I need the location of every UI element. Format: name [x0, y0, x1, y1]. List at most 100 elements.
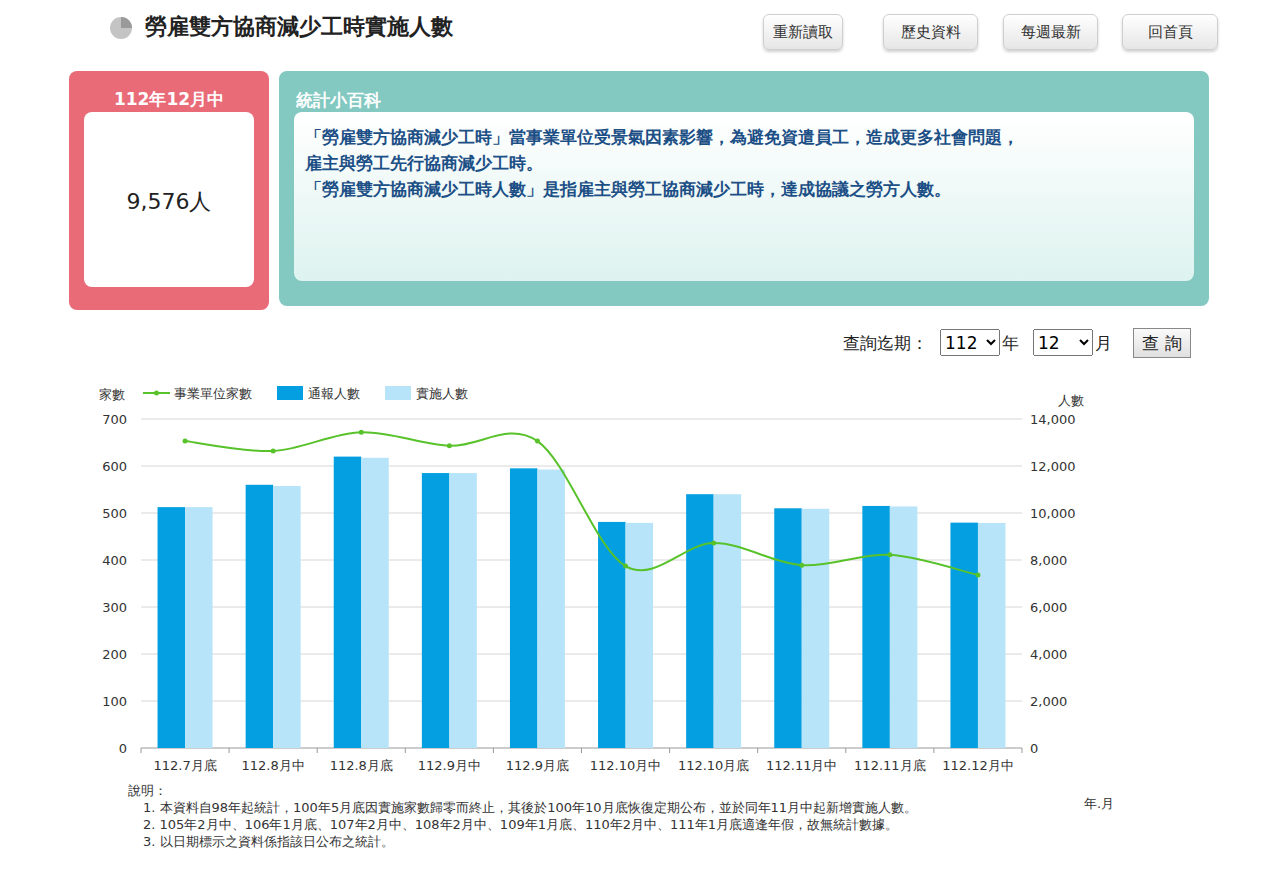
bar: [422, 473, 450, 748]
bar: [598, 522, 626, 748]
y2-tick: [1022, 607, 1027, 608]
query-button[interactable]: 查 詢: [1133, 328, 1191, 358]
y2-tick: [1022, 419, 1027, 420]
line-marker: [623, 564, 628, 569]
card-box: 9,576人: [84, 112, 254, 287]
info-paragraph: 「勞雇雙方協商減少工時」當事業單位受景氣因素影響，為避免資遣員工，造成更多社會問…: [305, 124, 1030, 176]
notes-item: 3. 以日期標示之資料係指該日公布之統計。: [143, 834, 394, 849]
date-card: 112年12月中 9,576人: [69, 71, 269, 310]
line-marker: [799, 563, 804, 568]
pie-icon: [110, 17, 132, 39]
chart: 010020030040050060070002,0004,0006,0008,…: [99, 387, 1114, 811]
bar: [449, 473, 477, 748]
legend: 事業單位家數通報人數實施人數: [143, 386, 468, 401]
bar: [890, 506, 918, 748]
x-tick-label: 112.9月中: [418, 758, 481, 773]
line-marker: [975, 573, 980, 578]
bar: [978, 523, 1006, 748]
y-tick-label: 400: [102, 553, 127, 568]
y-tick-label: 100: [102, 694, 127, 709]
nav-button[interactable]: 歷史資料: [883, 14, 978, 50]
x-tick: [493, 748, 494, 753]
x-tick: [845, 748, 846, 753]
nav-button[interactable]: 重新讀取: [763, 14, 843, 50]
bar: [686, 494, 714, 748]
x-tick: [229, 748, 230, 753]
x-tick: [669, 748, 670, 753]
bar: [774, 508, 802, 748]
x-tick-label: 112.12月中: [942, 758, 1014, 773]
nav-button[interactable]: 回首頁: [1122, 14, 1218, 50]
line-marker: [711, 541, 716, 546]
legend-label: 通報人數: [308, 386, 360, 401]
bar: [246, 485, 274, 748]
x-tick-label: 112.9月底: [506, 758, 569, 773]
y2-tick: [1022, 654, 1027, 655]
legend-swatch: [277, 386, 303, 400]
notes-item: 2. 105年2月中、106年1月底、107年2月中、108年2月中、109年1…: [143, 817, 898, 832]
x-tick-label: 112.7月底: [153, 758, 216, 773]
notes-title: 說明：: [128, 783, 167, 798]
y2-tick-label: 14,000: [1030, 412, 1076, 427]
x-tick-label: 112.11月底: [854, 758, 926, 773]
x-axis-title: 年.月: [1084, 796, 1114, 811]
line: [185, 432, 978, 575]
query-unit: 年: [1002, 332, 1019, 355]
y-tick-label: 200: [102, 647, 127, 662]
query-unit: 月: [1095, 332, 1112, 355]
query-select[interactable]: 112: [940, 329, 1000, 356]
y2-tick-label: 12,000: [1030, 459, 1076, 474]
y2-tick-label: 4,000: [1030, 647, 1067, 662]
bar: [158, 507, 186, 748]
bar: [185, 507, 213, 748]
y2-tick: [1022, 701, 1027, 702]
card-label: 112年12月中: [69, 88, 269, 111]
bar: [537, 470, 565, 748]
line-marker: [887, 552, 892, 557]
y-tick-label: 700: [102, 412, 127, 427]
y2-tick-label: 10,000: [1030, 506, 1076, 521]
grid-line: [141, 419, 1022, 420]
x-tick: [757, 748, 758, 753]
card-value: 9,576人: [84, 187, 254, 217]
page-title: 勞雇雙方協商減少工時實施人數: [145, 12, 453, 42]
y-tick-label: 300: [102, 600, 127, 615]
line-marker: [183, 439, 188, 444]
line-marker: [447, 443, 452, 448]
plot-area: [158, 430, 1006, 748]
x-tick-label: 112.10月底: [678, 758, 750, 773]
x-tick: [141, 748, 142, 753]
bar: [626, 523, 654, 748]
y2-tick-label: 8,000: [1030, 553, 1067, 568]
bar: [950, 523, 978, 748]
line-marker: [359, 430, 364, 435]
x-tick-label: 112.11月中: [766, 758, 838, 773]
y2-tick-label: 0: [1030, 741, 1038, 756]
y2-tick: [1022, 560, 1027, 561]
y-tick-label: 600: [102, 459, 127, 474]
x-tick: [933, 748, 934, 753]
y-tick-label: 500: [102, 506, 127, 521]
bar: [273, 486, 301, 748]
x-tick-label: 112.8月底: [330, 758, 393, 773]
x-tick: [581, 748, 582, 753]
legend-label: 事業單位家數: [174, 386, 252, 401]
bar: [802, 509, 830, 748]
info-box: 「勞雇雙方協商減少工時」當事業單位受景氣因素影響，為避免資遣員工，造成更多社會問…: [294, 112, 1194, 281]
info-title: 統計小百科: [296, 89, 381, 112]
legend-swatch: [385, 386, 411, 400]
query-select[interactable]: 12: [1033, 329, 1093, 356]
y2-tick: [1022, 748, 1027, 749]
legend-swatch: [154, 391, 159, 396]
bar: [334, 457, 362, 748]
x-tick-label: 112.8月中: [242, 758, 305, 773]
y2-tick: [1022, 513, 1027, 514]
query-label: 查詢迄期：: [843, 332, 928, 355]
x-tick-label: 112.10月中: [590, 758, 662, 773]
y2-tick: [1022, 466, 1027, 467]
bar: [361, 458, 389, 748]
line-marker: [535, 439, 540, 444]
info-text-box: 「勞雇雙方協商減少工時」當事業單位受景氣因素影響，為避免資遣員工，造成更多社會問…: [305, 124, 1030, 202]
y2-tick-label: 6,000: [1030, 600, 1067, 615]
nav-button[interactable]: 每週最新: [1003, 14, 1098, 50]
